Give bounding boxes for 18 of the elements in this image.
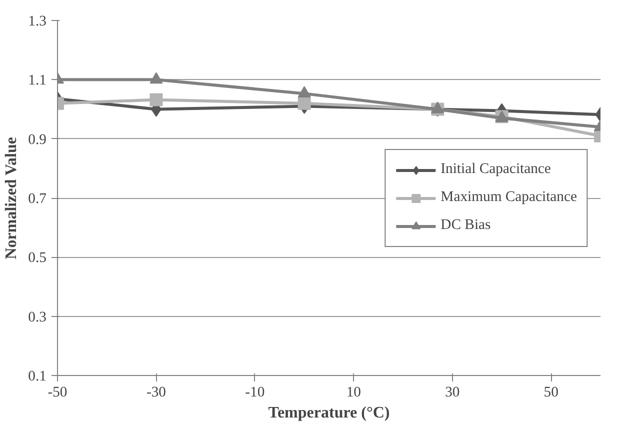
y-tick-label: 1.1 (28, 72, 47, 89)
legend-label: DC Bias (440, 217, 491, 234)
x-tick-label: -10 (245, 384, 265, 400)
y-tick-label: 0.3 (28, 309, 47, 326)
legend-label: Initial Capacitance (440, 161, 551, 178)
y-tick-label: 0.7 (28, 191, 47, 207)
y-axis-title: Normalized Value (3, 137, 20, 260)
x-tick-label: 10 (346, 384, 362, 400)
y-tick-label: 0.1 (28, 368, 47, 384)
legend-label: Maximum Capacitance (440, 189, 577, 206)
y-tick-label: 1.3 (28, 14, 47, 30)
x-tick-label: 30 (445, 384, 460, 400)
y-tick-label: 0.5 (28, 250, 47, 266)
x-tick-label: -50 (48, 384, 68, 400)
y-tick-label: 0.9 (28, 132, 47, 148)
x-tick-label: -30 (146, 384, 166, 400)
x-tick-label: 50 (544, 384, 558, 400)
x-axis-title: Temperature (°C) (268, 404, 390, 422)
